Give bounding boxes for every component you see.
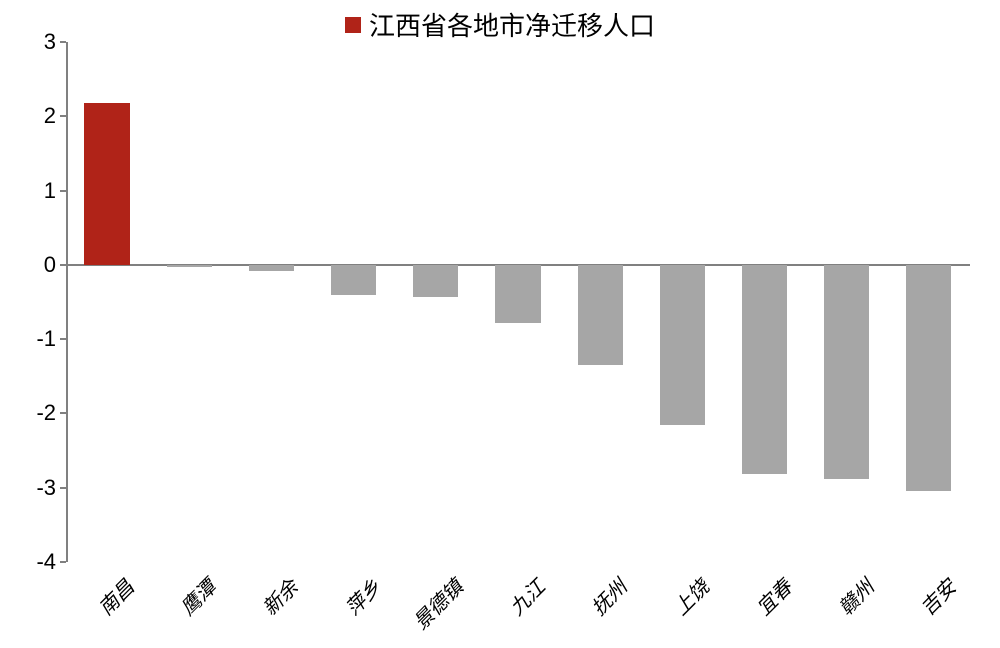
x-category-label: 抚州: [584, 572, 633, 621]
x-category-label: 赣州: [830, 572, 879, 621]
bar: [413, 265, 458, 297]
x-category-label: 南昌: [91, 572, 140, 621]
x-category-label: 吉安: [913, 572, 962, 621]
x-category-label: 鹰潭: [173, 572, 222, 621]
bar: [660, 265, 705, 425]
x-category-label: 萍乡: [337, 572, 386, 621]
bar: [824, 265, 869, 479]
x-category-label: 宜春: [748, 572, 797, 621]
y-axis-line: [66, 42, 68, 562]
y-tick-label: -4: [36, 549, 66, 575]
x-category-label: 上饶: [666, 572, 715, 621]
y-tick-label: 3: [44, 29, 66, 55]
plot-area: -4-3-2-10123南昌鹰潭新余萍乡景德镇九江抚州上饶宜春赣州吉安: [66, 42, 970, 562]
y-tick-label: 0: [44, 252, 66, 278]
bar: [167, 265, 212, 267]
y-tick-label: 2: [44, 103, 66, 129]
chart-container: 江西省各地市净迁移人口 -4-3-2-10123南昌鹰潭新余萍乡景德镇九江抚州上…: [0, 0, 1000, 648]
legend-item: 江西省各地市净迁移人口: [345, 6, 655, 43]
y-tick-label: -2: [36, 400, 66, 426]
y-tick-label: -3: [36, 475, 66, 501]
bar: [578, 265, 623, 365]
x-category-label: 景德镇: [405, 572, 468, 635]
y-tick-label: 1: [44, 178, 66, 204]
bar: [84, 103, 129, 265]
legend-swatch: [345, 17, 361, 33]
bar: [906, 265, 951, 492]
legend: 江西省各地市净迁移人口: [0, 6, 1000, 43]
x-category-label: 新余: [255, 572, 304, 621]
y-tick-label: -1: [36, 326, 66, 352]
bar: [742, 265, 787, 474]
bar: [331, 265, 376, 295]
bar: [249, 265, 294, 271]
legend-label: 江西省各地市净迁移人口: [369, 6, 655, 43]
bar: [495, 265, 540, 323]
x-category-label: 九江: [502, 572, 551, 621]
